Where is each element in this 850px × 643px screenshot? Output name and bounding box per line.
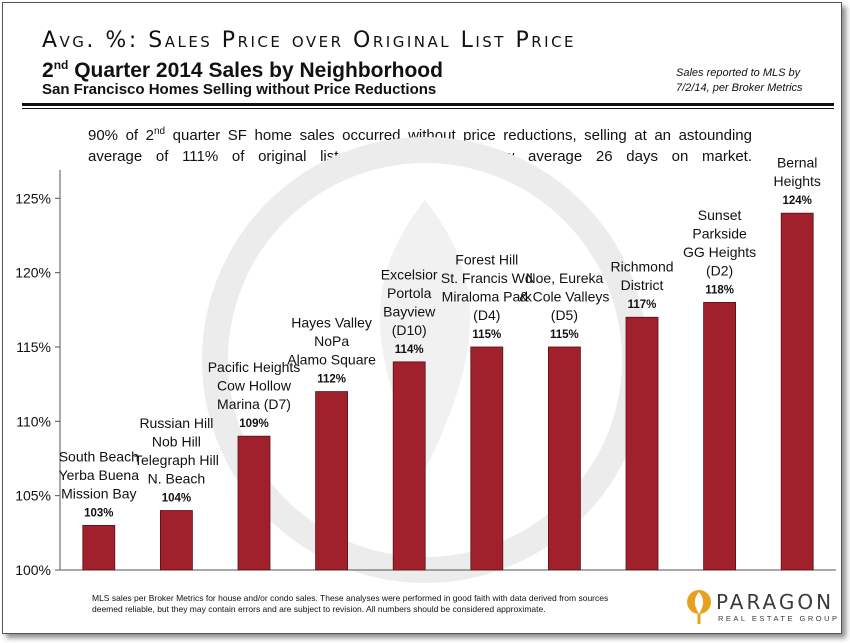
category-label: Heights [773,173,820,189]
category-label: Miraloma Park [442,288,533,304]
category-label: (D2) [706,262,733,278]
subtitle-suffix: Quarter 2014 Sales by Neighborhood [68,59,443,82]
logo-tagline: REAL ESTATE GROUP [718,614,840,623]
bar-value-label: 114% [395,344,424,356]
bar-value-label: 115% [472,329,501,341]
y-tick-label: 105% [15,488,51,504]
category-label: Mission Bay [61,485,136,501]
chart-title: Avg. %: Sales Price over Original List P… [42,28,577,53]
y-tick-label: 115% [16,339,51,355]
logo-flame-icon [687,590,711,624]
chart-subtitle: 2nd Quarter 2014 Sales by Neighborhood [42,58,443,83]
header-rule-thin [22,108,834,109]
bar [159,510,193,571]
subtitle-ordinal: nd [53,58,69,72]
subtitle-prefix: 2 [42,59,54,82]
bar [470,346,504,571]
bar-value-label: 124% [782,195,811,207]
bar [548,346,581,571]
category-label: Yerba Buena [59,467,140,483]
chart-subtitle-2: San Francisco Homes Selling without Pric… [42,81,437,98]
bar-value-label: 118% [705,284,734,296]
category-label: South Beach [59,448,139,464]
category-label: Telegraph Hill [134,452,219,468]
paragon-logo: PARAGON REAL ESTATE GROUP [682,588,842,630]
category-label: GG Heights [683,244,756,260]
bar-value-label: 103% [84,507,113,519]
summary-ordinal: nd [154,126,166,137]
category-label: Hayes Valley [291,315,372,331]
bar [82,524,116,571]
bar [315,391,349,571]
category-label: Sunset [698,207,742,223]
disclaimer: MLS sales per Broker Metrics for house a… [92,593,609,614]
category-label: District [621,277,664,293]
category-label: Richmond [610,259,673,275]
category-label: Alamo Square [287,352,376,368]
bar-value-label: 104% [162,493,191,505]
bar-value-label: 117% [628,299,657,311]
category-label: St. Francis Wd [441,270,533,286]
header-rule-thick [22,103,834,106]
bar [237,435,271,571]
category-label: Parkside [692,225,747,241]
bar [392,361,426,571]
category-label: Cow Hollow [217,378,292,394]
y-tick-label: 120% [15,265,51,281]
bar-value-label: 112% [317,374,346,386]
bar-value-label: 115% [550,329,579,341]
bar-value-label: 109% [239,418,268,430]
bar [780,212,814,571]
category-label: Pacific Heights [208,359,301,375]
category-label: Marina (D7) [217,396,291,412]
category-label: Nob Hill [152,434,201,450]
category-label: (D5) [551,307,578,323]
category-label: Noe, Eureka [525,270,603,286]
category-label: & Cole Valleys [519,288,609,304]
category-label: NoPa [314,333,349,349]
category-label: Bernal [777,155,817,171]
bar [625,316,659,571]
y-tick-label: 125% [15,190,51,206]
logo-wordmark: PARAGON [716,590,835,614]
source-note: Sales reported to MLS by 7/2/14, per Bro… [676,67,803,94]
category-label: Russian Hill [139,415,213,431]
category-label: (D4) [473,307,500,323]
y-tick-label: 110% [16,413,51,429]
category-label: Portola [387,285,432,301]
bar [703,301,736,571]
summary-prefix: 90% of 2 [88,127,154,144]
category-label: Excelsior [381,266,438,282]
category-label: (D10) [392,322,427,338]
category-label: N. Beach [148,471,206,487]
y-tick-label: 100% [15,562,51,578]
category-label: Bayview [383,303,436,319]
category-label: Forest Hill [455,251,518,267]
